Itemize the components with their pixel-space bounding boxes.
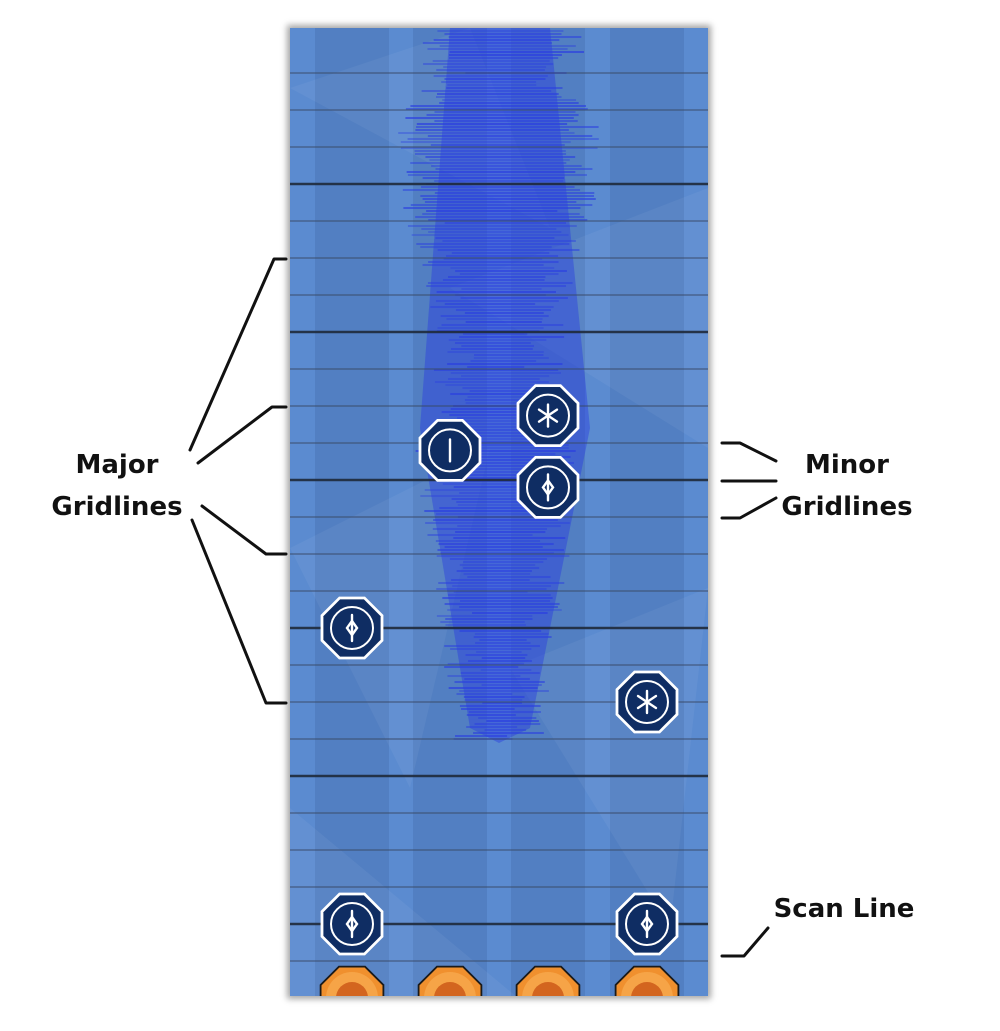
asterisk-icon bbox=[636, 689, 658, 715]
target-4 bbox=[614, 965, 680, 996]
diamond-arrow-icon bbox=[345, 909, 359, 939]
minor-leader-1 bbox=[720, 441, 778, 463]
major-leader-3 bbox=[200, 504, 288, 556]
spectrum-core bbox=[420, 28, 590, 743]
playfield bbox=[290, 28, 708, 996]
major-gridlines-label: Major Gridlines bbox=[44, 444, 190, 528]
minor-gridlines-label: Minor Gridlines bbox=[772, 444, 922, 528]
major-leader-1 bbox=[188, 257, 288, 452]
target-1 bbox=[319, 965, 385, 996]
target-2 bbox=[417, 965, 483, 996]
bg-shape-2 bbox=[450, 188, 708, 448]
scan-leader bbox=[720, 926, 770, 958]
diamond-arrow-icon bbox=[345, 613, 359, 643]
scan-label-text: Scan Line bbox=[773, 894, 915, 924]
major-label-line1: Major bbox=[75, 450, 159, 480]
note-4 bbox=[320, 596, 384, 660]
minor-leader-3 bbox=[720, 496, 778, 520]
minor-label-line1: Minor bbox=[805, 450, 889, 480]
note-1 bbox=[516, 384, 580, 447]
note-7 bbox=[615, 892, 679, 956]
major-label-line2: Gridlines bbox=[51, 492, 183, 522]
note-2 bbox=[418, 419, 482, 482]
scan-line-label: Scan Line bbox=[764, 888, 924, 930]
note-3 bbox=[516, 456, 580, 519]
lane-1 bbox=[315, 28, 389, 996]
major-leader-2 bbox=[196, 405, 288, 465]
diamond-arrow-icon bbox=[640, 909, 654, 939]
diamond-arrow-icon bbox=[541, 473, 555, 502]
major-leader-4 bbox=[190, 518, 288, 705]
note-6 bbox=[320, 892, 384, 956]
note-highway bbox=[290, 28, 708, 996]
minor-label-line2: Gridlines bbox=[781, 492, 913, 522]
lane-4 bbox=[610, 28, 684, 996]
asterisk-icon bbox=[537, 403, 559, 428]
bg-shape-3 bbox=[290, 448, 490, 788]
target-3 bbox=[515, 965, 581, 996]
note-5 bbox=[615, 670, 679, 734]
